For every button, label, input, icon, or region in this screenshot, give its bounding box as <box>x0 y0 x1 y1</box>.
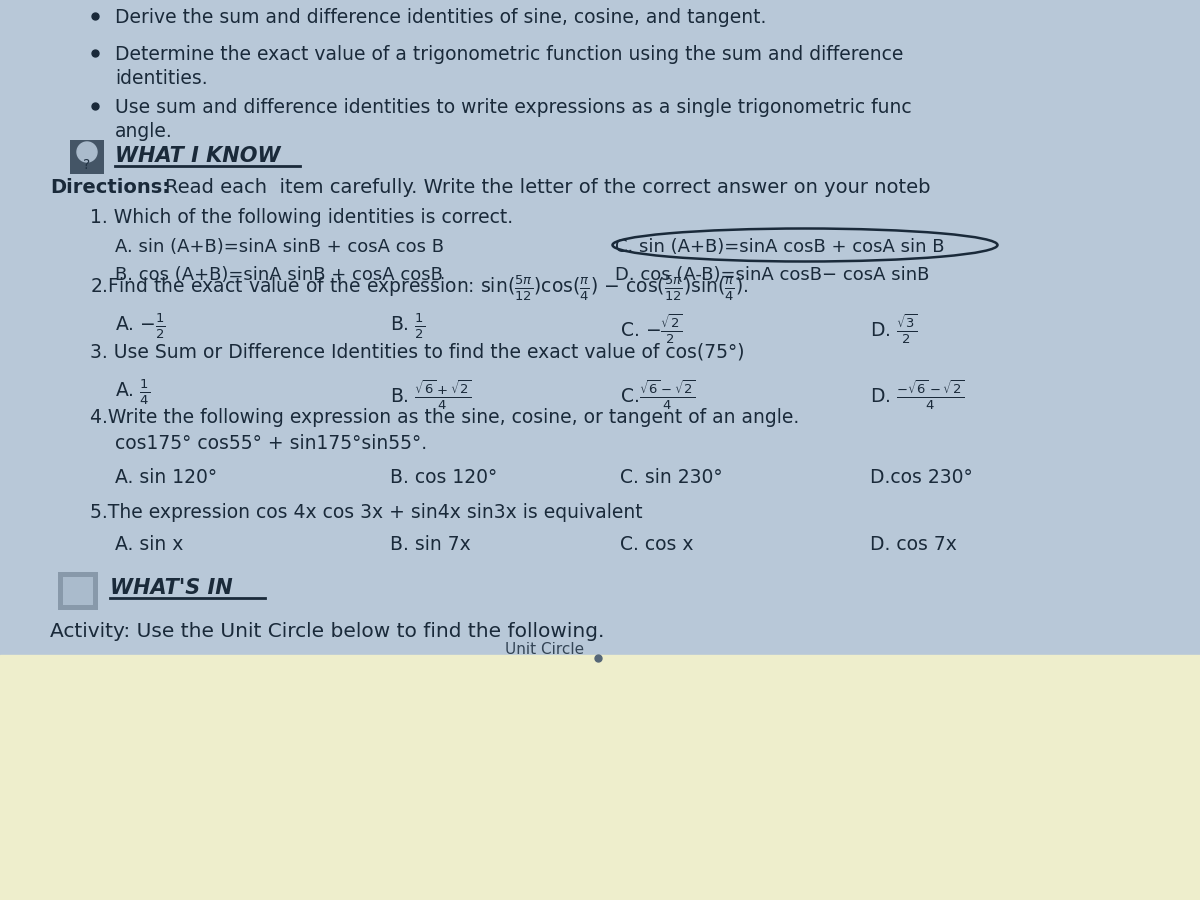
Text: Activity: Use the Unit Circle below to find the following.: Activity: Use the Unit Circle below to f… <box>50 622 605 641</box>
Text: C. cos x: C. cos x <box>620 535 694 554</box>
Bar <box>58 572 98 610</box>
Text: C. $-\frac{\sqrt{2}}{2}$: C. $-\frac{\sqrt{2}}{2}$ <box>620 312 682 346</box>
Text: D. $\frac{\sqrt{3}}{2}$: D. $\frac{\sqrt{3}}{2}$ <box>870 312 918 346</box>
Text: 1. Which of the following identities is correct.: 1. Which of the following identities is … <box>90 208 514 227</box>
Text: D. cos (A-B)=sinA cosB− cosA sinB: D. cos (A-B)=sinA cosB− cosA sinB <box>616 266 929 284</box>
Text: Directions:: Directions: <box>50 178 170 197</box>
Text: 4.Write the following expression as the sine, cosine, or tangent of an angle.: 4.Write the following expression as the … <box>90 408 799 427</box>
Text: Determine the exact value of a trigonometric function using the sum and differen: Determine the exact value of a trigonome… <box>115 45 904 64</box>
Text: Use sum and difference identities to write expressions as a single trigonometric: Use sum and difference identities to wri… <box>115 98 912 117</box>
Text: A. sin (A+B)=sinA sinB + cosA cos B: A. sin (A+B)=sinA sinB + cosA cos B <box>115 238 444 256</box>
Text: D. cos 7x: D. cos 7x <box>870 535 956 554</box>
Text: A. $\frac{1}{4}$: A. $\frac{1}{4}$ <box>115 378 150 408</box>
Text: C. sin (A+B)=sinA cosB + cosA sin B: C. sin (A+B)=sinA cosB + cosA sin B <box>616 238 944 256</box>
Text: B. $\frac{1}{2}$: B. $\frac{1}{2}$ <box>390 312 425 341</box>
Text: 3. Use Sum or Difference Identities to find the exact value of cos(75°): 3. Use Sum or Difference Identities to f… <box>90 342 744 361</box>
Text: angle.: angle. <box>115 122 173 141</box>
Text: B. cos (A+B)=sinA sinB + cosA cosB: B. cos (A+B)=sinA sinB + cosA cosB <box>115 266 443 284</box>
Text: C. sin 230°: C. sin 230° <box>620 468 722 487</box>
Text: ?: ? <box>83 158 90 172</box>
Text: B. sin 7x: B. sin 7x <box>390 535 470 554</box>
Text: A. $-\frac{1}{2}$: A. $-\frac{1}{2}$ <box>115 312 166 341</box>
Text: Read each  item carefully. Write the letter of the correct answer on your noteb: Read each item carefully. Write the lett… <box>166 178 930 197</box>
Bar <box>64 577 94 605</box>
Bar <box>70 140 104 174</box>
Circle shape <box>77 142 97 162</box>
Text: D.cos 230°: D.cos 230° <box>870 468 973 487</box>
Text: A. sin 120°: A. sin 120° <box>115 468 217 487</box>
Text: B. cos 120°: B. cos 120° <box>390 468 497 487</box>
Text: WHAT I KNOW: WHAT I KNOW <box>115 146 281 166</box>
Text: C.$\frac{\sqrt{6}-\sqrt{2}}{4}$: C.$\frac{\sqrt{6}-\sqrt{2}}{4}$ <box>620 378 696 411</box>
Text: D. $\frac{-\sqrt{6}-\sqrt{2}}{4}$: D. $\frac{-\sqrt{6}-\sqrt{2}}{4}$ <box>870 378 964 411</box>
Text: A. sin x: A. sin x <box>115 535 184 554</box>
Text: WHAT'S IN: WHAT'S IN <box>110 578 233 598</box>
Text: 5.The expression cos 4x cos 3x + sin4x sin3x is equivalent: 5.The expression cos 4x cos 3x + sin4x s… <box>90 503 643 522</box>
Text: B. $\frac{\sqrt{6}+\sqrt{2}}{4}$: B. $\frac{\sqrt{6}+\sqrt{2}}{4}$ <box>390 378 472 411</box>
Text: Unit Circle: Unit Circle <box>505 642 584 657</box>
Text: cos175° cos55° + sin175°sin55°.: cos175° cos55° + sin175°sin55°. <box>115 434 427 453</box>
Bar <box>0 655 1200 900</box>
Text: Derive the sum and difference identities of sine, cosine, and tangent.: Derive the sum and difference identities… <box>115 8 767 27</box>
Text: identities.: identities. <box>115 69 208 88</box>
Text: 2.Find the exact value of the expression: sin($\frac{5\pi}{12}$)cos($\frac{\pi}{: 2.Find the exact value of the expression… <box>90 274 749 303</box>
